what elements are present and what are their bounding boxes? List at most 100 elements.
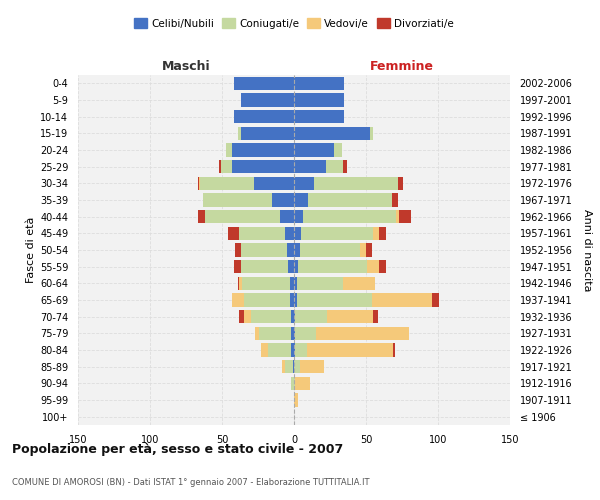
Bar bbox=[294, 394, 298, 406]
Bar bbox=[297, 276, 343, 290]
Bar bbox=[251, 310, 291, 324]
Bar bbox=[228, 226, 239, 240]
Bar bbox=[301, 226, 373, 240]
Bar bbox=[343, 160, 347, 173]
Bar bbox=[291, 344, 294, 356]
Bar bbox=[314, 176, 398, 190]
Bar bbox=[295, 344, 307, 356]
Bar bbox=[379, 226, 386, 240]
Bar bbox=[372, 294, 432, 306]
Bar bbox=[294, 76, 344, 90]
Bar bbox=[379, 260, 386, 274]
Bar bbox=[238, 276, 239, 290]
Bar bbox=[232, 294, 244, 306]
Bar bbox=[294, 160, 326, 173]
Bar bbox=[294, 110, 344, 124]
Text: Maschi: Maschi bbox=[161, 60, 211, 74]
Bar bbox=[199, 176, 200, 190]
Bar bbox=[294, 360, 300, 374]
Bar bbox=[203, 194, 272, 206]
Bar bbox=[255, 326, 259, 340]
Bar bbox=[367, 260, 379, 274]
Bar bbox=[298, 260, 367, 274]
Bar bbox=[294, 244, 300, 256]
Bar bbox=[294, 226, 301, 240]
Bar bbox=[392, 194, 398, 206]
Text: COMUNE DI AMOROSI (BN) - Dati ISTAT 1° gennaio 2007 - Elaborazione TUTTITALIA.IT: COMUNE DI AMOROSI (BN) - Dati ISTAT 1° g… bbox=[12, 478, 370, 487]
Bar bbox=[241, 260, 288, 274]
Bar bbox=[295, 310, 327, 324]
Bar bbox=[343, 276, 374, 290]
Bar bbox=[197, 210, 205, 224]
Bar bbox=[294, 94, 344, 106]
Bar bbox=[316, 326, 409, 340]
Bar bbox=[288, 260, 294, 274]
Bar bbox=[291, 326, 294, 340]
Bar bbox=[280, 210, 294, 224]
Bar bbox=[232, 144, 294, 156]
Bar bbox=[197, 176, 199, 190]
Bar bbox=[286, 360, 293, 374]
Bar bbox=[294, 176, 314, 190]
Bar bbox=[307, 344, 394, 356]
Bar bbox=[283, 360, 286, 374]
Bar bbox=[205, 210, 280, 224]
Bar bbox=[432, 294, 439, 306]
Legend: Celibi/Nubili, Coniugati/e, Vedovi/e, Divorziati/e: Celibi/Nubili, Coniugati/e, Vedovi/e, Di… bbox=[131, 15, 457, 32]
Bar bbox=[219, 160, 221, 173]
Bar bbox=[300, 244, 360, 256]
Bar bbox=[232, 160, 294, 173]
Bar bbox=[290, 276, 294, 290]
Bar bbox=[268, 344, 291, 356]
Bar bbox=[233, 260, 241, 274]
Bar bbox=[239, 276, 242, 290]
Bar bbox=[308, 194, 392, 206]
Bar bbox=[244, 310, 251, 324]
Bar bbox=[221, 160, 232, 173]
Bar bbox=[396, 210, 399, 224]
Bar bbox=[294, 126, 370, 140]
Bar bbox=[226, 144, 232, 156]
Bar bbox=[239, 226, 286, 240]
Bar bbox=[235, 244, 241, 256]
Bar bbox=[233, 76, 294, 90]
Bar bbox=[254, 176, 294, 190]
Bar bbox=[259, 326, 291, 340]
Bar bbox=[294, 210, 302, 224]
Bar bbox=[261, 344, 268, 356]
Bar bbox=[244, 294, 290, 306]
Bar bbox=[233, 110, 294, 124]
Bar bbox=[326, 160, 343, 173]
Bar bbox=[241, 126, 294, 140]
Bar bbox=[238, 126, 241, 140]
Bar bbox=[286, 226, 294, 240]
Bar bbox=[200, 176, 254, 190]
Bar bbox=[373, 226, 379, 240]
Bar bbox=[295, 376, 310, 390]
Bar bbox=[294, 294, 297, 306]
Bar bbox=[294, 194, 308, 206]
Bar bbox=[242, 276, 290, 290]
Text: Femmine: Femmine bbox=[370, 60, 434, 74]
Bar bbox=[291, 310, 294, 324]
Bar bbox=[394, 344, 395, 356]
Bar bbox=[297, 294, 372, 306]
Bar bbox=[370, 126, 373, 140]
Bar bbox=[294, 376, 295, 390]
Bar bbox=[294, 310, 295, 324]
Bar bbox=[295, 326, 316, 340]
Bar bbox=[300, 360, 324, 374]
Bar bbox=[241, 244, 287, 256]
Bar bbox=[272, 194, 294, 206]
Bar bbox=[287, 244, 294, 256]
Bar bbox=[294, 260, 298, 274]
Bar bbox=[373, 310, 377, 324]
Bar bbox=[293, 360, 294, 374]
Bar bbox=[239, 310, 244, 324]
Bar bbox=[366, 244, 372, 256]
Bar bbox=[294, 144, 334, 156]
Text: Popolazione per età, sesso e stato civile - 2007: Popolazione per età, sesso e stato civil… bbox=[12, 442, 343, 456]
Bar bbox=[294, 326, 295, 340]
Bar bbox=[291, 376, 294, 390]
Bar bbox=[294, 344, 295, 356]
